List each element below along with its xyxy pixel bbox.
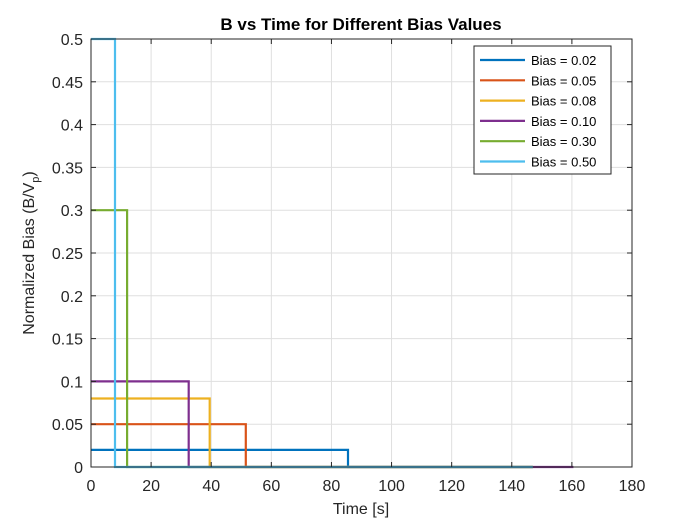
x-axis-label: Time [s] (333, 501, 389, 518)
x-tick-label: 160 (559, 478, 586, 495)
y-axis-label-main: Normalized Bias (B/V (21, 182, 38, 334)
x-tick-label: 120 (438, 478, 465, 495)
x-tick-label: 140 (498, 478, 525, 495)
x-tick-label: 100 (378, 478, 405, 495)
x-tick-label: 60 (262, 478, 280, 495)
y-axis-label-subscript: p (30, 177, 42, 183)
y-axis-label: Normalized Bias (B/Vp) (21, 171, 42, 335)
y-tick-label: 0 (74, 460, 83, 477)
y-tick-label: 0.35 (52, 160, 83, 177)
x-tick-label: 80 (323, 478, 341, 495)
y-tick-label: 0.3 (61, 203, 83, 220)
y-tick-label: 0.2 (61, 289, 83, 306)
legend-label-6: Bias = 0.50 (531, 155, 596, 170)
legend-label-4: Bias = 0.10 (531, 114, 596, 129)
x-tick-label: 40 (202, 478, 220, 495)
x-tick-labels: 0 20 40 60 80 100 120 140 160 180 (87, 478, 646, 495)
legend-label-5: Bias = 0.30 (531, 134, 596, 149)
y-tick-label: 0.1 (61, 374, 83, 391)
legend-label-2: Bias = 0.05 (531, 73, 596, 88)
y-tick-labels: 0 0.05 0.1 0.15 0.2 0.25 0.3 0.35 0.4 0.45 0.5 (52, 32, 83, 477)
legend-box (473, 45, 612, 175)
legend-label-3: Bias = 0.08 (531, 94, 596, 109)
y-tick-label: 0.25 (52, 246, 83, 263)
x-tick-label: 20 (142, 478, 160, 495)
legend: Bias = 0.02 Bias = 0.05 Bias = 0.08 Bias = … (473, 45, 612, 175)
y-tick-label: 0.5 (61, 32, 83, 49)
legend-label-1: Bias = 0.02 (531, 53, 596, 68)
y-tick-label: 0.4 (61, 118, 83, 135)
y-tick-label: 0.05 (52, 417, 83, 434)
x-tick-label: 180 (619, 478, 646, 495)
y-axis-label-close: ) (21, 171, 38, 176)
y-tick-label: 0.15 (52, 332, 83, 349)
x-tick-label: 0 (87, 478, 96, 495)
chart-title: B vs Time for Different Bias Values (220, 15, 501, 34)
y-tick-label: 0.45 (52, 75, 83, 92)
axis-ticks (90, 38, 633, 468)
